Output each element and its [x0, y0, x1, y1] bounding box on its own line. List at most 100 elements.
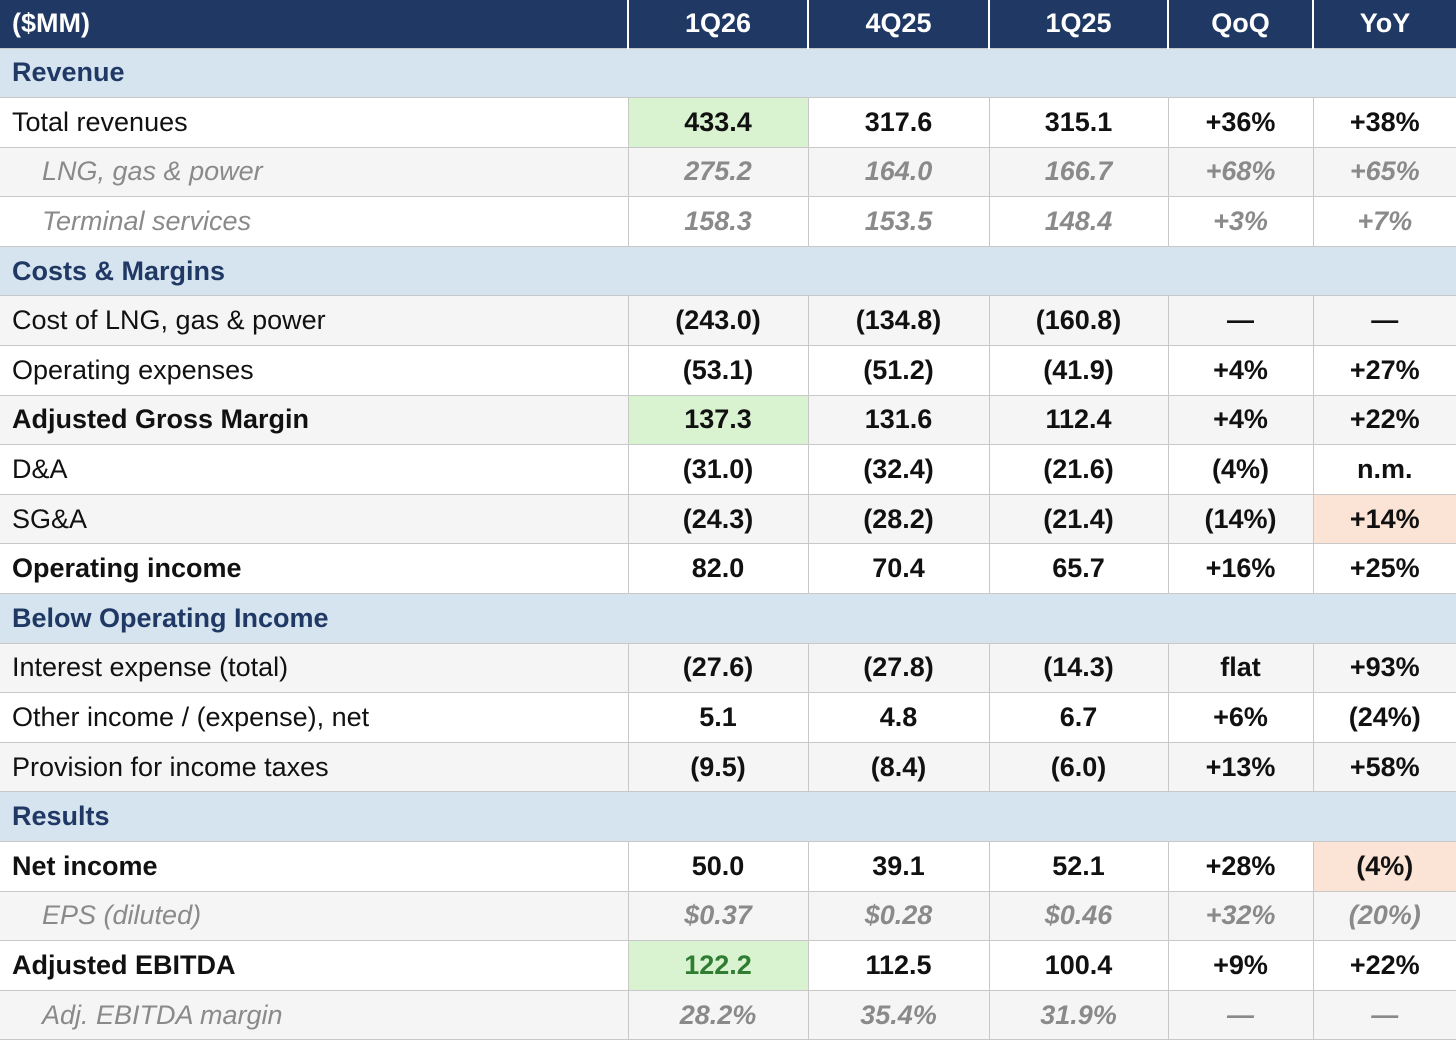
cell-4q25: (28.2) — [808, 493, 990, 545]
cell-qoq: — — [1168, 989, 1314, 1040]
cell-yoy: +38% — [1313, 97, 1456, 148]
cell-1q26: (9.5) — [628, 741, 809, 793]
cell-qoq: +13% — [1168, 741, 1314, 793]
cell-1q26: (27.6) — [628, 642, 809, 694]
cell-yoy: +25% — [1313, 543, 1456, 595]
cell-qoq: +16% — [1168, 543, 1314, 595]
cell-1q25: (21.4) — [989, 493, 1169, 545]
row-label: EPS (diluted) — [0, 890, 629, 942]
cell-1q25: 65.7 — [989, 543, 1169, 595]
cell-qoq: +36% — [1168, 97, 1314, 148]
cell-1q26: 137.3 — [628, 394, 809, 446]
cell-4q25: 164.0 — [808, 146, 990, 198]
cell-qoq: +3% — [1168, 196, 1314, 247]
cell-1q25: (6.0) — [989, 741, 1169, 793]
row-label: Total revenues — [0, 97, 629, 148]
row-label: Interest expense (total) — [0, 642, 629, 694]
row-label: Adjusted Gross Margin — [0, 394, 629, 446]
cell-yoy: +22% — [1313, 394, 1456, 446]
cell-qoq: +6% — [1168, 692, 1314, 743]
cell-yoy: +22% — [1313, 940, 1456, 991]
row-label: Adj. EBITDA margin — [0, 989, 629, 1040]
cell-4q25: 70.4 — [808, 543, 990, 595]
cell-qoq: +9% — [1168, 940, 1314, 991]
row-eps: EPS (diluted) $0.37 $0.28 $0.46 +32% (20… — [0, 890, 1456, 942]
cell-yoy: +14% — [1313, 493, 1456, 545]
row-label: Other income / (expense), net — [0, 692, 629, 743]
row-operating-income: Operating income 82.0 70.4 65.7 +16% +25… — [0, 543, 1456, 595]
cell-yoy: +65% — [1313, 146, 1456, 198]
cell-1q26: 5.1 — [628, 692, 809, 743]
cell-qoq: +4% — [1168, 345, 1314, 396]
header-row: ($MM) 1Q26 4Q25 1Q25 QoQ YoY — [0, 0, 1456, 48]
cell-4q25: (32.4) — [808, 444, 990, 495]
cell-qoq: +4% — [1168, 394, 1314, 446]
row-label: SG&A — [0, 493, 629, 545]
cell-4q25: $0.28 — [808, 890, 990, 942]
cell-1q25: 31.9% — [989, 989, 1169, 1040]
row-adjusted-ebitda: Adjusted EBITDA 122.2 112.5 100.4 +9% +2… — [0, 940, 1456, 991]
cell-1q26: 50.0 — [628, 841, 809, 892]
cell-qoq: (4%) — [1168, 444, 1314, 495]
section-costs-margins: Costs & Margins — [0, 245, 1456, 297]
row-label: Adjusted EBITDA — [0, 940, 629, 991]
cell-4q25: (51.2) — [808, 345, 990, 396]
cell-1q25: (21.6) — [989, 444, 1169, 495]
cell-4q25: 131.6 — [808, 394, 990, 446]
cell-yoy: n.m. — [1313, 444, 1456, 495]
cell-1q25: (41.9) — [989, 345, 1169, 396]
cell-yoy: (20%) — [1313, 890, 1456, 942]
cell-qoq: +68% — [1168, 146, 1314, 198]
cell-1q26: 28.2% — [628, 989, 809, 1040]
cell-1q25: (14.3) — [989, 642, 1169, 694]
header-1q25: 1Q25 — [989, 0, 1169, 48]
row-lng-gas-power: LNG, gas & power 275.2 164.0 166.7 +68% … — [0, 146, 1456, 198]
header-1q26: 1Q26 — [628, 0, 809, 48]
cell-1q25: 112.4 — [989, 394, 1169, 446]
cell-1q26: 158.3 — [628, 196, 809, 247]
cell-yoy: +93% — [1313, 642, 1456, 694]
row-cost-lng: Cost of LNG, gas & power (243.0) (134.8)… — [0, 295, 1456, 347]
row-net-income: Net income 50.0 39.1 52.1 +28% (4%) — [0, 841, 1456, 892]
cell-yoy: +58% — [1313, 741, 1456, 793]
section-results: Results — [0, 791, 1456, 842]
cell-yoy: +27% — [1313, 345, 1456, 396]
cell-4q25: 39.1 — [808, 841, 990, 892]
row-da: D&A (31.0) (32.4) (21.6) (4%) n.m. — [0, 444, 1456, 495]
row-operating-expenses: Operating expenses (53.1) (51.2) (41.9) … — [0, 345, 1456, 396]
cell-4q25: (27.8) — [808, 642, 990, 694]
header-4q25: 4Q25 — [808, 0, 990, 48]
header-qoq: QoQ — [1168, 0, 1314, 48]
cell-4q25: 153.5 — [808, 196, 990, 247]
cell-qoq: — — [1168, 295, 1314, 347]
row-label: Terminal services — [0, 196, 629, 247]
header-units: ($MM) — [0, 0, 629, 48]
row-label: Cost of LNG, gas & power — [0, 295, 629, 347]
cell-4q25: (134.8) — [808, 295, 990, 347]
row-label: Provision for income taxes — [0, 741, 629, 793]
cell-yoy: +7% — [1313, 196, 1456, 247]
cell-1q25: $0.46 — [989, 890, 1169, 942]
cell-4q25: 112.5 — [808, 940, 990, 991]
row-terminal-services: Terminal services 158.3 153.5 148.4 +3% … — [0, 196, 1456, 247]
cell-4q25: 35.4% — [808, 989, 990, 1040]
row-other-income: Other income / (expense), net 5.1 4.8 6.… — [0, 692, 1456, 743]
cell-1q26: 433.4 — [628, 97, 809, 148]
row-adjusted-gross-margin: Adjusted Gross Margin 137.3 131.6 112.4 … — [0, 394, 1456, 446]
cell-1q26: (53.1) — [628, 345, 809, 396]
cell-1q26: 122.2 — [628, 940, 809, 991]
header-yoy: YoY — [1313, 0, 1456, 48]
cell-1q26: $0.37 — [628, 890, 809, 942]
cell-yoy: (4%) — [1313, 841, 1456, 892]
cell-4q25: 317.6 — [808, 97, 990, 148]
cell-1q26: (24.3) — [628, 493, 809, 545]
row-label: D&A — [0, 444, 629, 495]
section-title: Results — [0, 791, 1456, 842]
section-revenue: Revenue — [0, 47, 1456, 99]
cell-4q25: (8.4) — [808, 741, 990, 793]
row-label: LNG, gas & power — [0, 146, 629, 198]
section-below-operating-income: Below Operating Income — [0, 593, 1456, 644]
row-label: Net income — [0, 841, 629, 892]
row-sga: SG&A (24.3) (28.2) (21.4) (14%) +14% — [0, 493, 1456, 545]
cell-1q26: (243.0) — [628, 295, 809, 347]
